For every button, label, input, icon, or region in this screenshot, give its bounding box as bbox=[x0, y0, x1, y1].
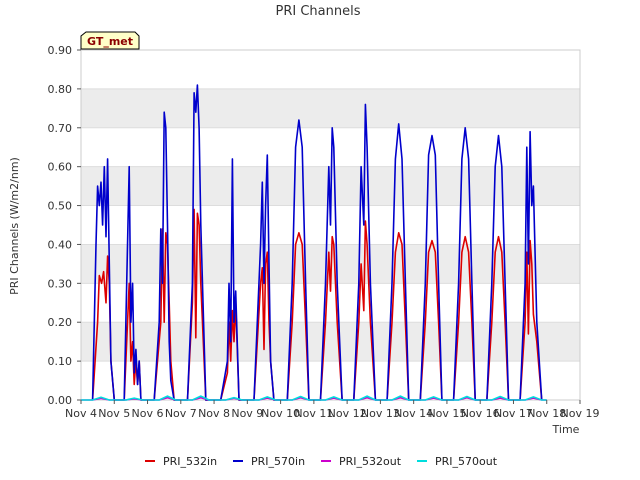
x-tick-label: Nov 9 bbox=[231, 407, 263, 420]
x-tick-label: Nov 6 bbox=[132, 407, 164, 420]
legend: PRI_532in PRI_570in PRI_532out PRI_570out bbox=[145, 455, 498, 468]
x-tick-label: Nov 13 bbox=[361, 407, 400, 420]
x-tick-label: Nov 15 bbox=[427, 407, 466, 420]
plot-band bbox=[81, 361, 580, 400]
y-axis-title: PRI Channels (W/m2/nm) bbox=[8, 157, 21, 295]
plot-band bbox=[81, 127, 580, 167]
y-tick-label: 0.00 bbox=[48, 394, 73, 407]
legend-label: PRI_570in bbox=[251, 455, 305, 468]
x-tick-label: Nov 17 bbox=[494, 407, 533, 420]
legend-label: PRI_532in bbox=[163, 455, 217, 468]
plot-band bbox=[81, 322, 580, 362]
series-line-pri-570in bbox=[91, 84, 543, 401]
x-tick-label: Nov 4 bbox=[65, 407, 97, 420]
x-tick-label: Nov 12 bbox=[328, 407, 367, 420]
x-tick-label: Nov 8 bbox=[198, 407, 230, 420]
plot-band bbox=[81, 50, 580, 89]
badge-label: GT_met bbox=[87, 35, 133, 48]
x-tick-label: Nov 19 bbox=[561, 407, 600, 420]
legend-label: PRI_532out bbox=[339, 455, 402, 468]
x-tick-label: Nov 7 bbox=[165, 407, 197, 420]
plot-band bbox=[81, 88, 580, 128]
x-axis-title: Time bbox=[552, 423, 580, 436]
y-tick-label: 0.50 bbox=[48, 200, 73, 213]
y-tick-label: 0.80 bbox=[48, 83, 73, 96]
x-tick-label: Nov 5 bbox=[98, 407, 130, 420]
y-axis: 0.00 0.10 0.20 0.30 0.40 0.50 0.60 0.70 0.80 0.90 bbox=[48, 44, 81, 407]
y-tick-label: 0.90 bbox=[48, 44, 73, 57]
y-tick-label: 0.40 bbox=[48, 238, 73, 251]
chart-title: PRI Channels bbox=[276, 4, 361, 19]
x-tick-label: Nov 18 bbox=[527, 407, 566, 420]
x-tick-label: Nov 16 bbox=[461, 407, 500, 420]
x-tick-label: Nov 10 bbox=[261, 407, 300, 420]
x-tick-label: Nov 14 bbox=[394, 407, 433, 420]
legend-label: PRI_570out bbox=[435, 455, 498, 468]
badge-box bbox=[80, 31, 140, 50]
plot-frame bbox=[80, 49, 581, 401]
y-tick-label: 0.60 bbox=[48, 161, 73, 174]
y-tick-label: 0.70 bbox=[48, 122, 73, 135]
y-tick-label: 0.30 bbox=[48, 277, 73, 290]
gt-met-badge: GT_met bbox=[80, 31, 140, 50]
y-tick-label: 0.10 bbox=[48, 355, 73, 368]
x-tick-label: Nov 11 bbox=[294, 407, 333, 420]
y-tick-label: 0.20 bbox=[48, 316, 73, 329]
